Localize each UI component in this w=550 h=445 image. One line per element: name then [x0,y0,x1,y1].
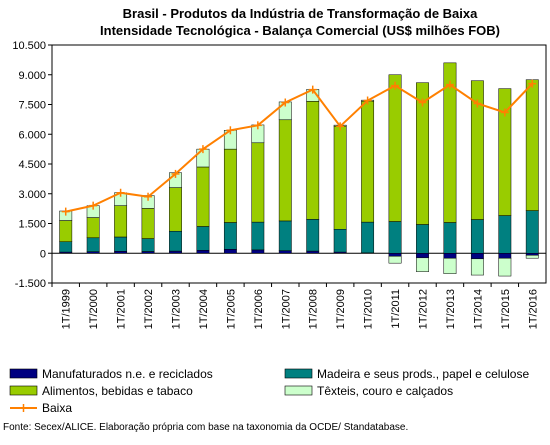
bar-segment-series-3 [87,218,99,238]
bar-segment-series-3 [252,143,264,222]
x-tick-label: 1T/2012 [418,289,430,329]
bar-segment-series-4 [444,258,456,273]
bar-segment-series-3 [526,80,538,211]
bar-segment-series-4 [499,258,511,276]
y-tick-label: 10.500 [12,40,46,52]
x-tick-label: 1T/2000 [88,289,100,329]
legend-label: Alimentos, bebidas e tabaco [42,384,193,398]
bar-segment-series-3 [114,206,126,237]
x-tick-label: 1T/2003 [171,289,183,329]
bar-segment-series-3 [169,188,181,232]
bar-segment-series-2 [471,220,483,254]
bar-segment-series-1 [279,251,291,254]
bar-segment-series-2 [416,224,428,253]
y-tick-label: 1.500 [18,219,46,231]
legend: Manufaturados n.e. e reciclados Madeira e… [10,367,529,415]
bar-segment-series-2 [252,222,264,250]
y-tick-label: 6.000 [18,129,46,141]
legend-label: Madeira e seus prods., papel e celulose [317,367,529,381]
x-tick-label: 1T/2015 [500,289,512,329]
bar-segment-series-1 [142,251,154,253]
chart-title: Brasil - Produtos da Indústria de Transf… [123,6,478,21]
x-tick-label: 1T/2010 [363,289,375,329]
bar-segment-series-3 [307,101,319,219]
legend-swatch [285,369,312,378]
bar-segment-series-1 [252,250,264,253]
source-note: Fonte: Secex/ALICE. Elaboração própria c… [3,422,408,433]
x-tick-label: 1T/2014 [472,289,484,329]
bar-segment-series-1 [224,249,236,253]
y-tick-label: 0 [40,248,46,260]
bar-segment-series-4 [389,256,401,263]
bar-segment-series-2 [60,242,72,252]
y-tick-label: -1.500 [15,278,46,290]
bar-segment-series-1 [169,251,181,253]
bar-segment-series-2 [307,219,319,251]
bar-segment-series-1 [499,253,511,258]
bar-segment-series-3 [279,120,291,221]
bar-segment-series-2 [526,211,538,254]
bar-segment-series-1 [114,251,126,253]
bar-segment-series-1 [307,251,319,253]
bar-segment-series-1 [471,253,483,259]
y-tick-label: 7.500 [18,100,46,112]
bar-segment-series-4 [471,259,483,275]
bar-segment-series-2 [142,239,154,252]
bar-segment-series-2 [444,223,456,254]
bar-segment-series-3 [224,149,236,222]
x-tick-label: 1T/2005 [225,289,237,329]
bar-segment-series-3 [197,167,209,227]
legend-swatch [10,369,37,378]
x-tick-label: 1T/2002 [143,289,155,329]
bar-segment-series-3 [361,101,373,222]
bar-segment-series-1 [389,253,401,256]
bar-segment-series-2 [389,222,401,254]
bar-segment-series-2 [334,229,346,252]
plot-area: -1.500 0 1.500 3.000 4.500 6.000 7.500 9.000 10.… [12,40,546,329]
legend-label: Baixa [42,401,72,415]
bar-segment-series-3 [142,208,154,238]
y-tick-label: 4.500 [18,159,46,171]
bar-segment-series-1 [526,253,538,255]
legend-label: Manufaturados n.e. e reciclados [42,367,213,381]
legend-swatch [10,386,37,395]
x-tick-label: 1T/2007 [280,289,292,329]
bar-segment-series-2 [197,226,209,250]
x-tick-label: 1T/2001 [116,289,128,329]
bar-segment-series-2 [499,216,511,254]
bar-segment-series-2 [224,223,236,250]
x-tick-label: 1T/2006 [253,289,265,329]
x-tick-label: 1T/2016 [527,289,539,329]
bar-segment-series-3 [60,221,72,242]
bar-segment-series-1 [444,253,456,258]
bar-segment-series-2 [279,221,291,251]
bar-segment-series-1 [197,250,209,253]
x-tick-label: 1T/2009 [335,289,347,329]
x-tick-label: 1T/2011 [390,289,402,329]
bar-segment-series-2 [114,237,126,251]
x-tick-label: 1T/2013 [445,289,457,329]
bar-segment-series-2 [169,231,181,251]
bar-segment-series-4 [526,255,538,258]
line-series-baixa [66,84,533,212]
bar-segment-series-3 [334,126,346,229]
bar-segment-series-4 [416,258,428,272]
legend-swatch [285,386,312,395]
legend-label: Têxteis, couro e calçados [317,384,453,398]
bar-segment-series-1 [416,253,428,258]
bar-segment-series-2 [87,238,99,252]
bar-segment-series-3 [389,75,401,222]
y-tick-label: 9.000 [18,70,46,82]
x-tick-label: 1T/1999 [61,289,73,329]
chart-subtitle: Intensidade Tecnológica - Balança Comerc… [100,23,500,38]
x-tick-label: 1T/2008 [308,289,320,329]
x-tick-label: 1T/2004 [198,289,210,329]
bar-segment-series-2 [361,222,373,253]
y-tick-label: 3.000 [18,189,46,201]
